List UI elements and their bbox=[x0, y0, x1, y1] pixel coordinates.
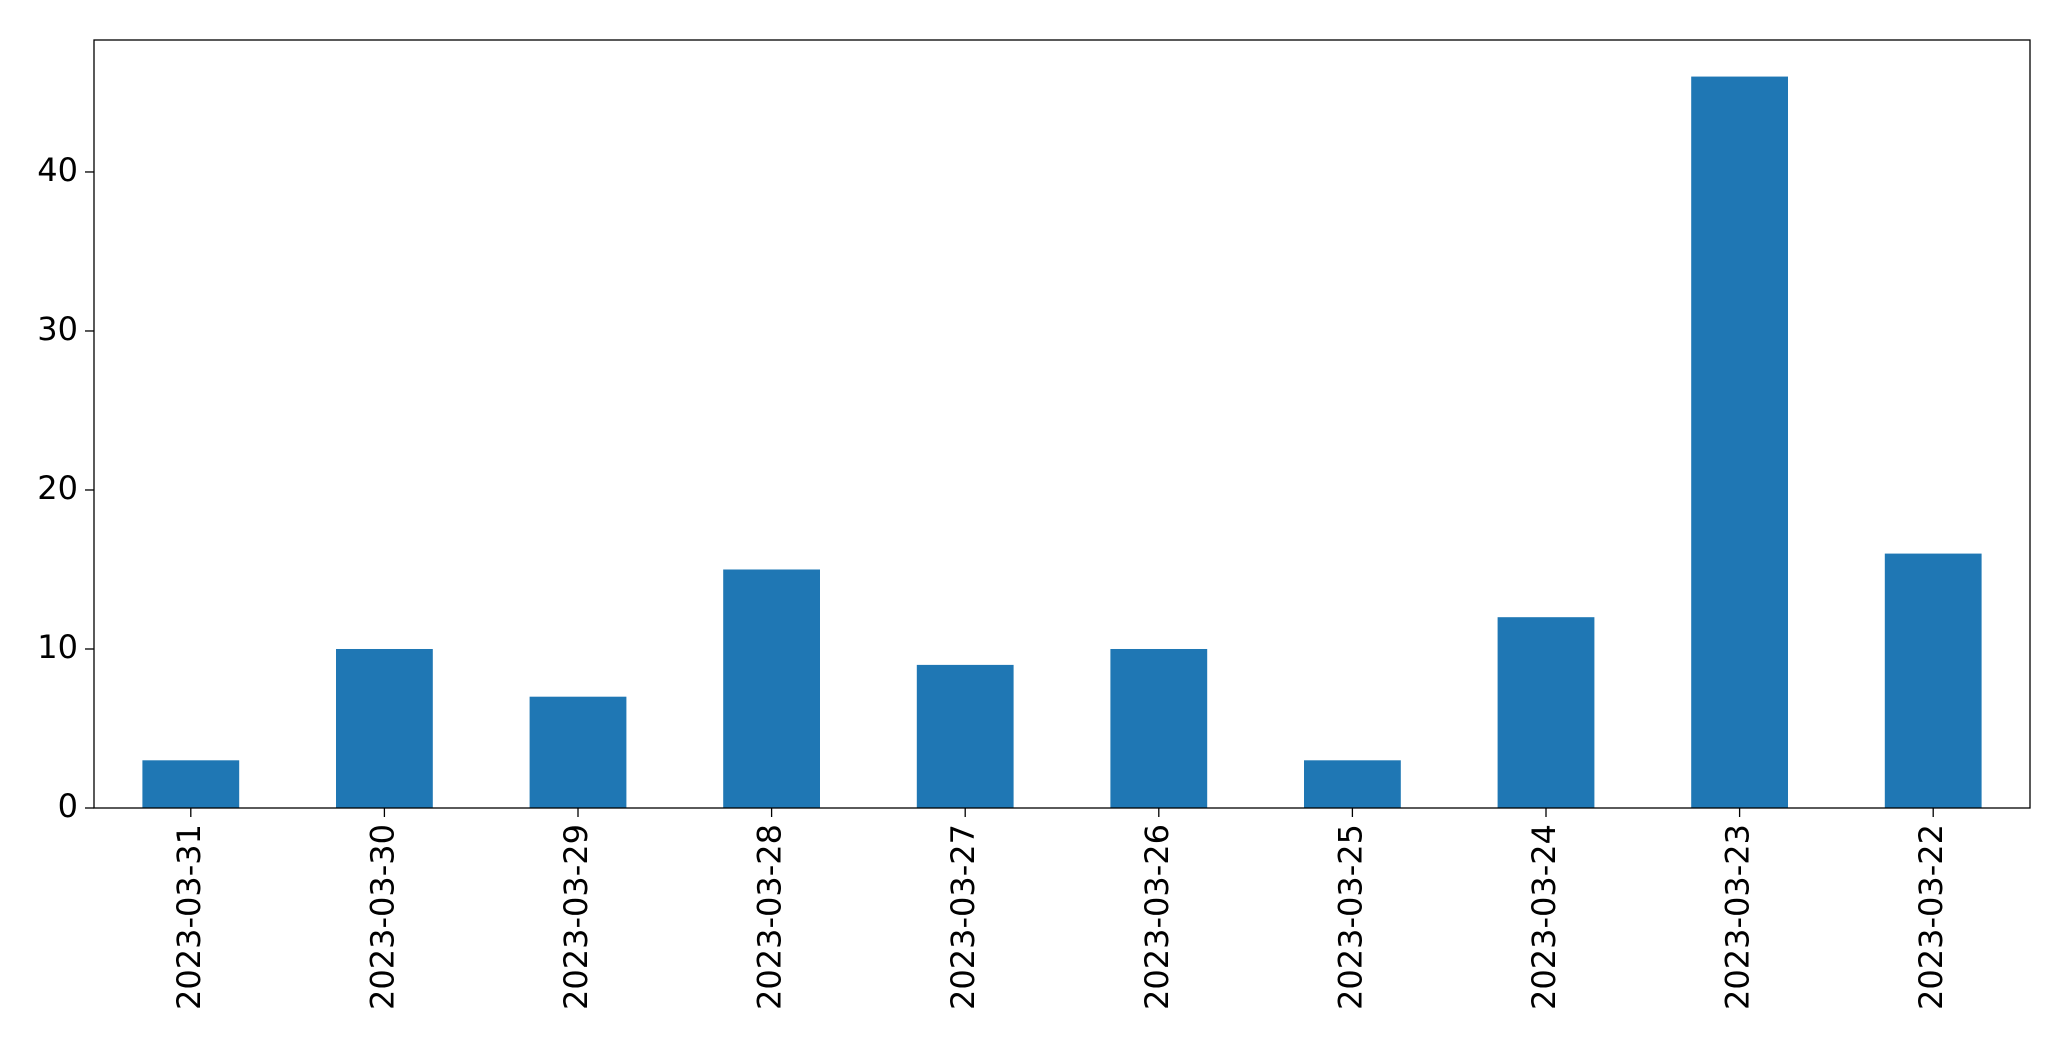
y-tick-label: 0 bbox=[58, 787, 78, 825]
bar bbox=[916, 664, 1014, 808]
y-tick-label: 10 bbox=[37, 628, 78, 666]
x-tick-label: 2023-03-28 bbox=[751, 824, 789, 1010]
bar bbox=[1884, 553, 1982, 808]
bar bbox=[723, 569, 820, 808]
bar bbox=[1691, 76, 1788, 809]
bar bbox=[1497, 617, 1595, 808]
y-tick-label: 40 bbox=[37, 151, 78, 189]
bar bbox=[1304, 760, 1401, 808]
x-tick-label: 2023-03-26 bbox=[1138, 824, 1176, 1010]
plot-frame bbox=[93, 39, 2031, 809]
x-tick-label: 2023-03-30 bbox=[363, 824, 401, 1010]
bar bbox=[1110, 648, 1208, 808]
bar bbox=[336, 648, 433, 808]
x-tick-label: 2023-03-24 bbox=[1525, 824, 1563, 1010]
x-tick-label: 2023-03-25 bbox=[1331, 824, 1369, 1010]
bar bbox=[529, 696, 627, 808]
x-tick-label: 2023-03-23 bbox=[1719, 824, 1757, 1010]
x-tick-label: 2023-03-31 bbox=[170, 824, 208, 1010]
y-tick-label: 20 bbox=[37, 469, 78, 507]
bar bbox=[142, 760, 240, 808]
x-tick-label: 2023-03-27 bbox=[944, 824, 982, 1010]
x-tick-label: 2023-03-29 bbox=[557, 824, 595, 1010]
y-tick-label: 30 bbox=[37, 310, 78, 348]
x-tick-label: 2023-03-22 bbox=[1912, 824, 1950, 1010]
